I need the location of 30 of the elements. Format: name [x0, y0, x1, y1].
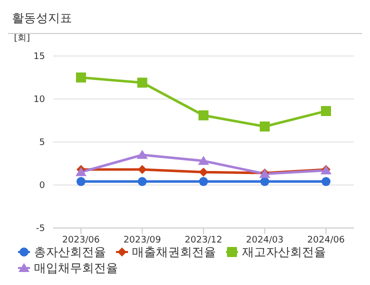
point [199, 177, 208, 186]
y-tick-label: 10 [34, 95, 46, 106]
legend-label: 재고자산회전율 [241, 244, 326, 260]
point [199, 168, 208, 177]
x-tick-label: 2023/12 [184, 235, 222, 246]
legend-label: 총자산회전율 [33, 244, 106, 260]
point [138, 165, 147, 174]
point [260, 122, 270, 132]
x-tick-label: 2023/06 [62, 235, 100, 246]
point [198, 156, 209, 165]
y-axis-title: [회] [14, 33, 30, 44]
point [321, 106, 331, 116]
x-tick-label: 2024/03 [246, 235, 284, 246]
point [198, 110, 208, 120]
y-tick-label: -5 [36, 224, 45, 234]
x-tick-label: 2024/06 [307, 235, 345, 246]
y-tick-label: 15 [34, 52, 45, 62]
legend-label: 매출채권회전율 [131, 244, 216, 260]
chart-title: 활동성지표 [8, 8, 362, 34]
y-tick-label: 0 [39, 181, 46, 192]
y-tick-label: 5 [39, 138, 45, 148]
point [260, 177, 270, 186]
point [138, 177, 147, 186]
legend-label: 매입채무회전율 [33, 260, 118, 276]
point [76, 72, 86, 82]
point [136, 150, 148, 159]
point [322, 177, 330, 186]
x-tick-label: 2023/09 [124, 235, 162, 246]
point [76, 177, 86, 186]
point [137, 78, 148, 88]
